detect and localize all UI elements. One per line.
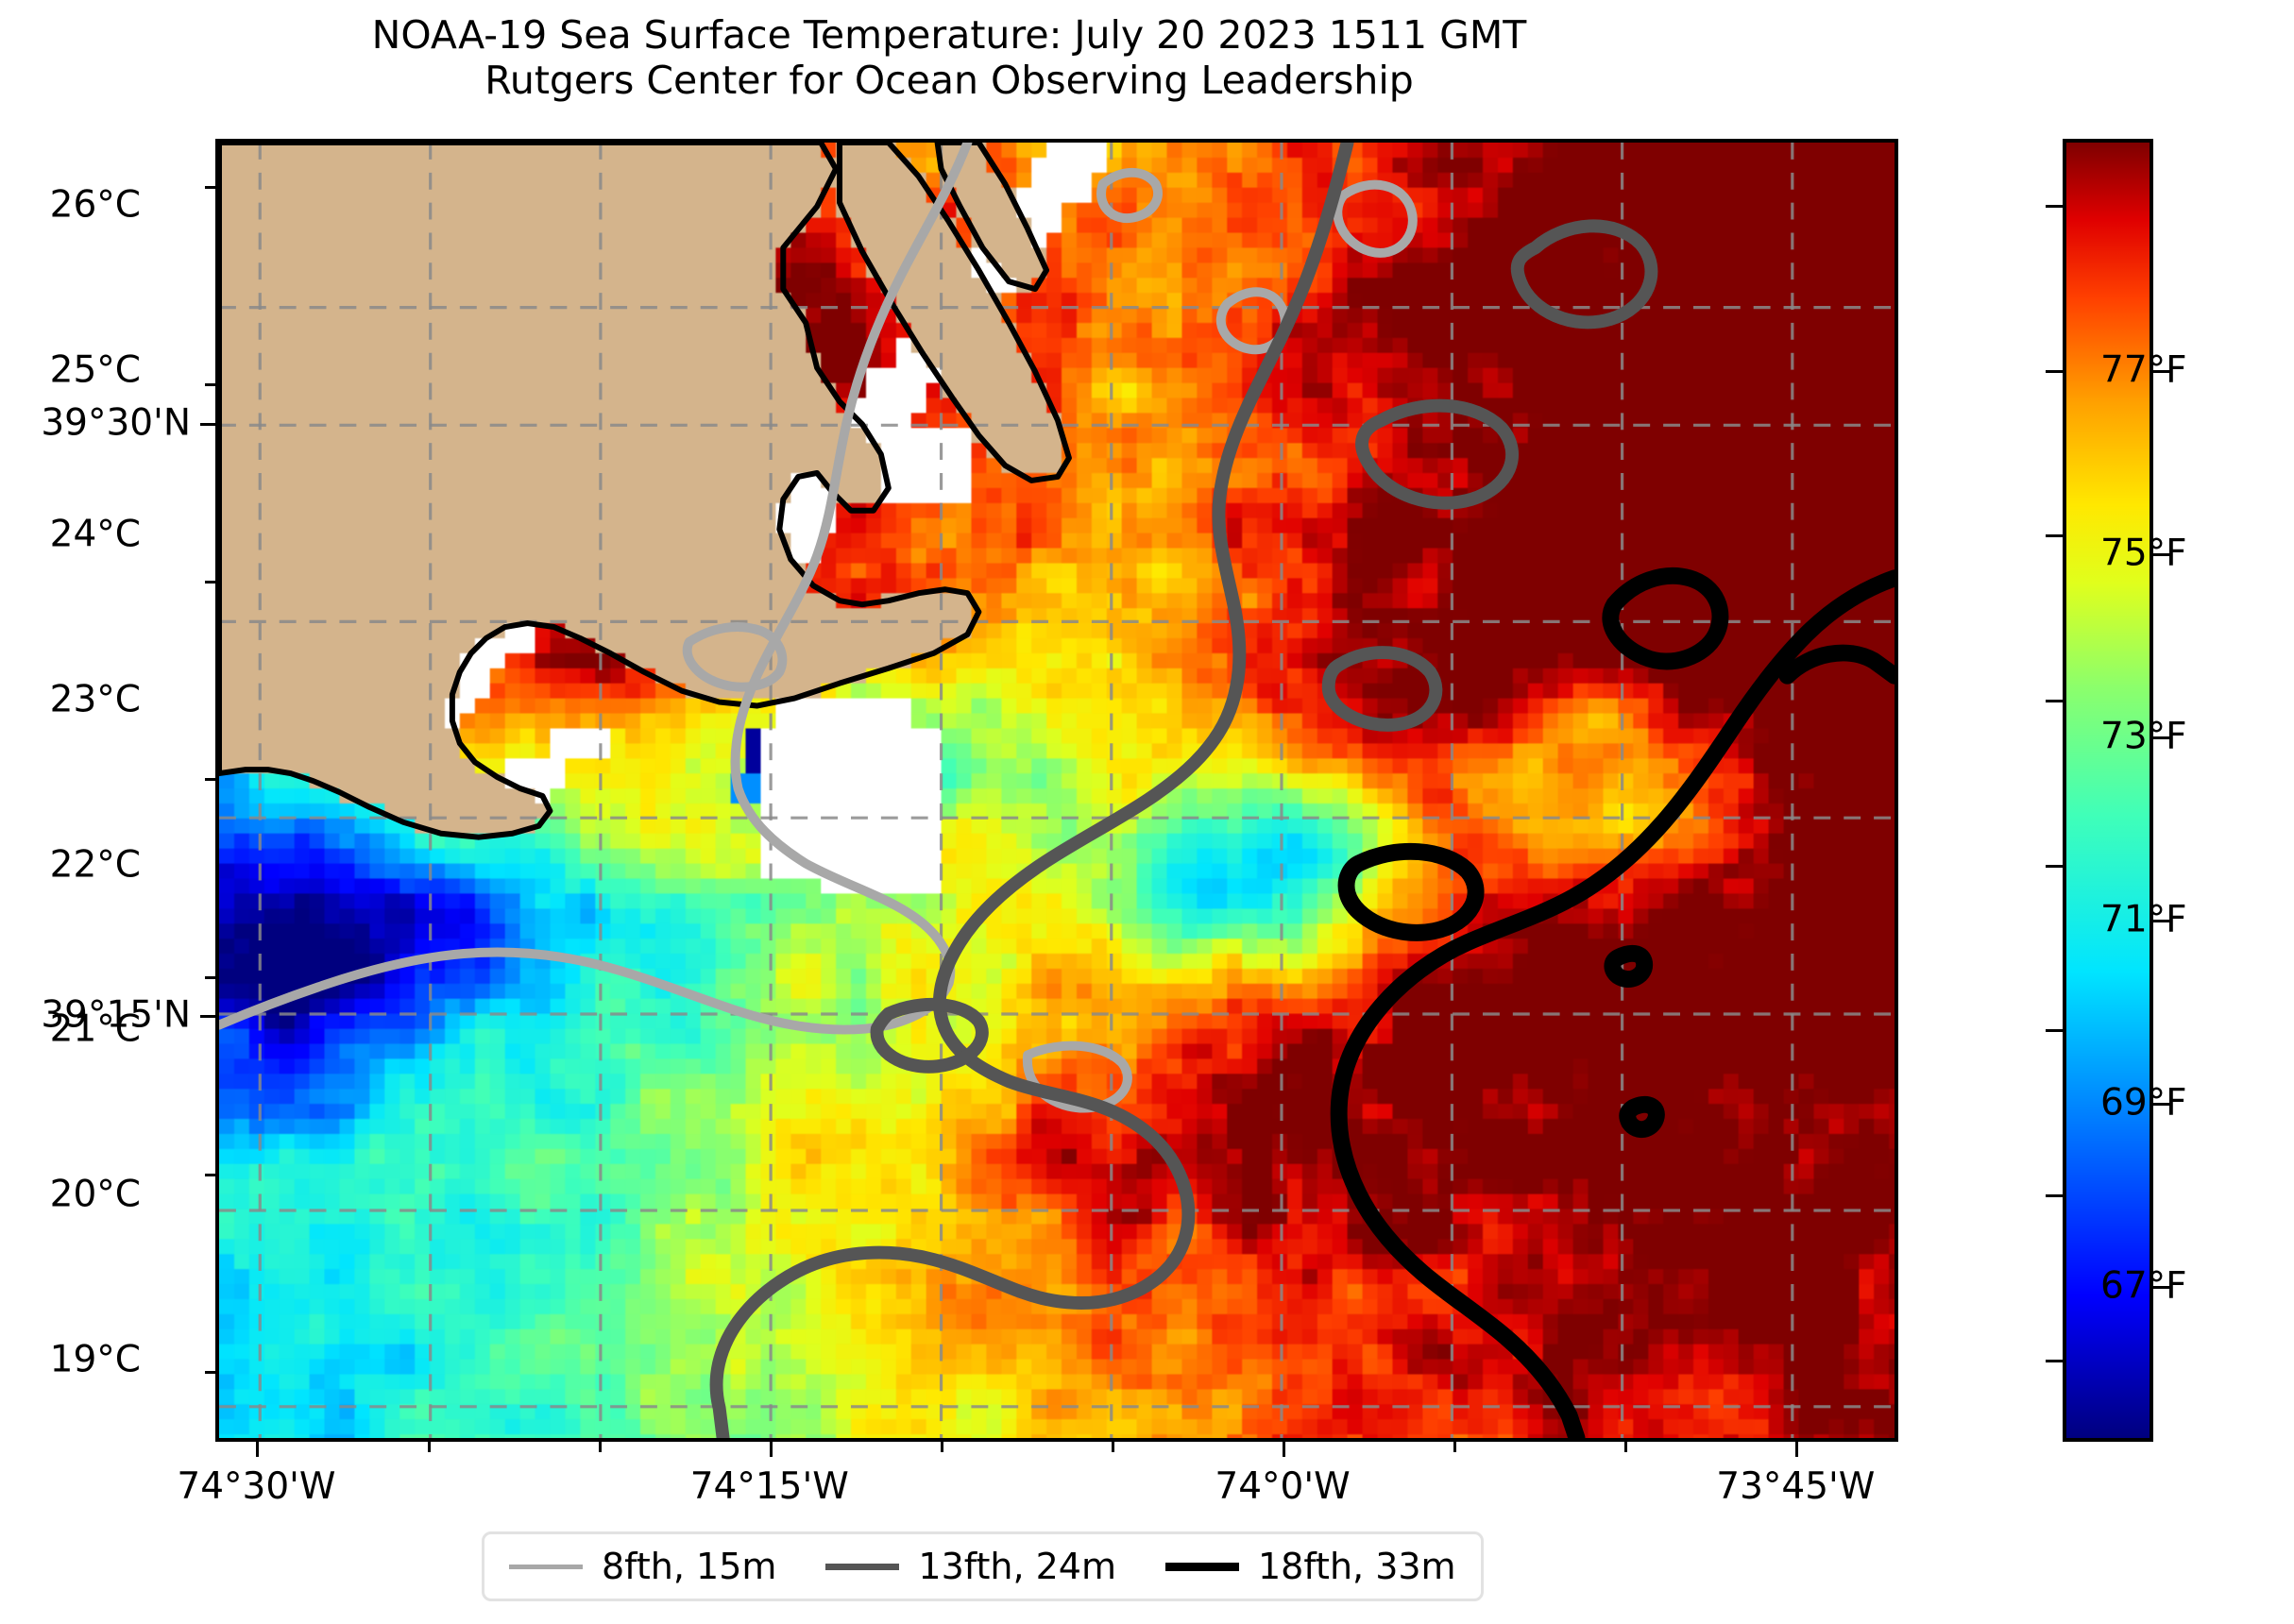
y-axis-minor-tick xyxy=(205,1370,215,1374)
colorbar-tick-celsius xyxy=(2046,1029,2063,1033)
colorbar-tick-fahrenheit xyxy=(2153,552,2170,556)
x-axis-minor-tick xyxy=(1624,1442,1628,1452)
y-axis-minor-tick xyxy=(205,581,215,584)
x-axis-minor-tick xyxy=(1795,1442,1799,1452)
colorbar-label-celsius: 19°C xyxy=(49,1338,141,1381)
x-axis-minor-tick xyxy=(1111,1442,1114,1452)
colorbar-label-celsius: 21°C xyxy=(49,1007,141,1051)
x-axis-tick xyxy=(256,1442,260,1457)
colorbar-tick-celsius xyxy=(2046,1359,2063,1362)
colorbar-label-celsius: 22°C xyxy=(49,843,141,887)
colorbar-label-fahrenheit: 69°F xyxy=(2100,1081,2187,1125)
colorbar-tick-fahrenheit xyxy=(2153,919,2170,922)
x-axis-label: 74°0'W xyxy=(1215,1465,1351,1508)
x-axis-label: 74°30'W xyxy=(177,1465,336,1508)
colorbar-tick-celsius xyxy=(2046,369,2063,373)
y-axis-label: 39°30'N xyxy=(41,401,191,445)
colorbar-tick-celsius xyxy=(2046,699,2063,702)
colorbar-tick-fahrenheit xyxy=(2153,1102,2170,1106)
x-axis-minor-tick xyxy=(598,1442,602,1452)
bathymetry-legend[interactable]: 8fth, 15m 13fth, 24m 18fth, 33m xyxy=(482,1531,1484,1601)
colorbar-tick-fahrenheit xyxy=(2153,736,2170,739)
colorbar-gradient xyxy=(2063,139,2153,1442)
chart-title-block: NOAA-19 Sea Surface Temperature: July 20… xyxy=(0,12,1898,104)
colorbar-tick-celsius xyxy=(2046,1193,2063,1197)
legend-line-swatch xyxy=(509,1564,583,1569)
y-axis-minor-tick xyxy=(205,1173,215,1176)
sst-map-plot[interactable] xyxy=(215,139,1898,1442)
sst-heatmap-raster xyxy=(219,143,1895,1438)
x-axis-tick xyxy=(769,1442,773,1457)
colorbar-label-fahrenheit: 77°F xyxy=(2100,348,2187,392)
page-title: NOAA-19 Sea Surface Temperature: July 20… xyxy=(371,12,1527,58)
legend-item-label: 18fth, 33m xyxy=(1257,1546,1456,1587)
colorbar-tick-celsius xyxy=(2046,204,2063,208)
x-axis-minor-tick xyxy=(940,1442,943,1452)
colorbar-tick-fahrenheit xyxy=(2153,1286,2170,1290)
colorbar-label-fahrenheit: 75°F xyxy=(2100,532,2187,575)
legend-item[interactable]: 8fth, 15m xyxy=(509,1546,776,1587)
x-axis-label: 74°15'W xyxy=(689,1465,849,1508)
legend-item-label: 8fth, 15m xyxy=(602,1546,777,1587)
legend-item[interactable]: 18fth, 33m xyxy=(1164,1546,1456,1587)
colorbar-label-celsius: 25°C xyxy=(49,348,141,392)
y-axis-minor-tick xyxy=(205,383,215,387)
colorbar-label-fahrenheit: 71°F xyxy=(2100,898,2187,941)
colorbar-label-fahrenheit: 67°F xyxy=(2100,1264,2187,1308)
legend-line-swatch xyxy=(825,1563,900,1570)
x-axis-label: 73°45'W xyxy=(1716,1465,1876,1508)
y-axis-label: 39°15'N xyxy=(41,993,191,1037)
y-axis-tick xyxy=(200,423,215,427)
colorbar-label-celsius: 24°C xyxy=(49,513,141,556)
colorbar-label-celsius: 26°C xyxy=(49,183,141,227)
legend-item[interactable]: 13fth, 24m xyxy=(825,1546,1116,1587)
colorbar-tick-celsius xyxy=(2046,534,2063,538)
y-axis-minor-tick xyxy=(205,778,215,782)
colorbar-tick-celsius xyxy=(2046,864,2063,868)
colorbar-label-fahrenheit: 73°F xyxy=(2100,715,2187,758)
colorbar-label-celsius: 20°C xyxy=(49,1173,141,1216)
x-axis-minor-tick xyxy=(427,1442,431,1452)
colorbar-label-celsius: 23°C xyxy=(49,678,141,721)
legend-item-label: 13fth, 24m xyxy=(918,1546,1116,1587)
y-axis-tick xyxy=(200,1015,215,1019)
y-axis-minor-tick xyxy=(205,975,215,979)
legend-line-swatch xyxy=(1164,1562,1239,1571)
page-subtitle: Rutgers Center for Ocean Observing Leade… xyxy=(484,57,1414,103)
x-axis-tick xyxy=(1283,1442,1286,1457)
colorbar[interactable] xyxy=(2046,139,2170,1442)
x-axis-minor-tick xyxy=(1453,1442,1457,1452)
y-axis-minor-tick xyxy=(205,186,215,190)
colorbar-tick-fahrenheit xyxy=(2153,369,2170,373)
